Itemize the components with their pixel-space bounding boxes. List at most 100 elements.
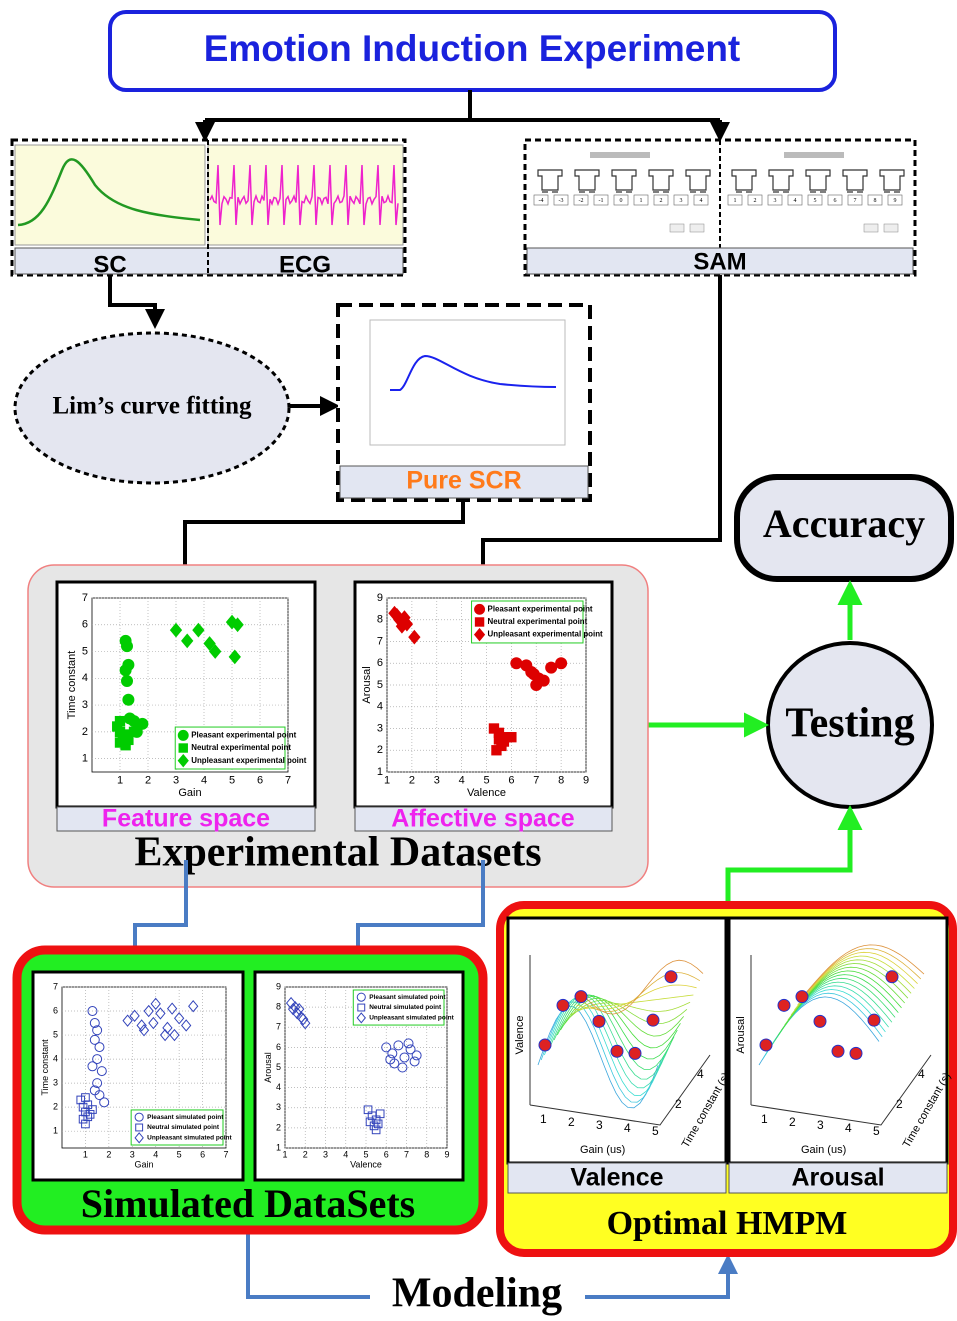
sam-label: SAM	[693, 248, 746, 275]
x-tick-label: 4	[459, 775, 465, 787]
point	[556, 658, 567, 669]
y-axis-label: Time constant	[40, 1039, 50, 1096]
marker-3d	[760, 1039, 772, 1051]
x-tick-label: 1	[282, 1150, 287, 1160]
marker-3d	[539, 1039, 551, 1051]
sam-button	[670, 224, 684, 232]
y-tick-label: 4	[697, 1067, 704, 1081]
y-tick-label: 3	[276, 1102, 281, 1112]
x-tick-label: 6	[508, 775, 514, 787]
legend-label: Unpleasant experimental point	[191, 756, 306, 765]
marker-3d	[557, 999, 569, 1011]
y-tick-label: 4	[276, 1082, 281, 1092]
sam-button	[690, 224, 704, 232]
legend-label: Unpleasant simulated point	[147, 1135, 232, 1142]
x-tick-label: 8	[424, 1150, 429, 1160]
x-tick-label: 2	[409, 775, 415, 787]
x-tick-label: 1	[384, 775, 390, 787]
point	[178, 730, 188, 740]
y-tick-label: 5	[53, 1029, 58, 1039]
y-tick-label: 7	[53, 981, 58, 991]
title: Emotion Induction Experiment	[204, 28, 741, 69]
x-tick-label: 5	[229, 775, 235, 787]
x-axis-label: Gain (us)	[580, 1144, 625, 1156]
x-tick-label: 1	[540, 1112, 547, 1126]
y-axis-label: Arousal	[263, 1052, 273, 1083]
y-tick-label: 6	[377, 657, 383, 669]
sam-scale-label: 1	[640, 198, 643, 204]
point	[121, 730, 130, 739]
y-tick-label: 6	[82, 619, 88, 631]
y-tick-label: 4	[918, 1067, 925, 1081]
legend-label: Neutral experimental point	[488, 617, 588, 626]
x-axis-label: Gain	[178, 787, 201, 799]
sam-scale-label: 8	[874, 198, 877, 204]
y-axis-label: Time constant	[66, 651, 78, 720]
legend-label: Unpleasant experimental point	[488, 630, 603, 639]
x-tick-label: 9	[583, 775, 589, 787]
y-tick-label: 6	[53, 1005, 58, 1015]
y-tick-label: 7	[82, 592, 88, 604]
sam-scale-label: 0	[620, 198, 623, 204]
x-tick-label: 4	[153, 1150, 158, 1160]
x-tick-label: 2	[145, 775, 151, 787]
point	[499, 737, 508, 746]
y-tick-label: 9	[276, 981, 281, 991]
point	[494, 728, 503, 737]
ecg-label: ECG	[279, 251, 331, 278]
x-tick-label: 5	[873, 1124, 880, 1138]
point	[475, 604, 485, 614]
x-tick-label: 4	[343, 1150, 348, 1160]
marker-3d	[832, 1045, 844, 1057]
sam-scale-label: -3	[559, 198, 564, 204]
ecg-plot	[208, 145, 403, 245]
valence-label: Valence	[570, 1164, 663, 1192]
y-tick-label: 7	[377, 635, 383, 647]
hmpm-title: Optimal HMPM	[607, 1205, 848, 1242]
y-axis-label: Arousal	[361, 666, 373, 703]
y-tick-label: 2	[82, 726, 88, 738]
marker-3d	[868, 1014, 880, 1026]
x-tick-label: 5	[363, 1150, 368, 1160]
marker-3d	[778, 999, 790, 1011]
sam-scale-label: 4	[700, 198, 703, 204]
sam-scale-label: -1	[599, 198, 604, 204]
y-tick-label: 8	[276, 1002, 281, 1012]
y-tick-label: 6	[276, 1042, 281, 1052]
x-tick-label: 9	[444, 1150, 449, 1160]
y-tick-label: 7	[276, 1022, 281, 1032]
marker-3d	[593, 1015, 605, 1027]
x-tick-label: 3	[817, 1118, 824, 1132]
y-tick-label: 3	[377, 722, 383, 734]
x-tick-label: 6	[384, 1150, 389, 1160]
x-tick-label: 1	[117, 775, 123, 787]
marker-3d	[850, 1047, 862, 1059]
pure-scr-plot	[370, 320, 565, 445]
x-tick-label: 6	[200, 1150, 205, 1160]
point	[526, 666, 537, 677]
sam-header	[784, 152, 844, 158]
pure-scr-label: Pure SCR	[406, 467, 521, 495]
sam-scale-label: 3	[680, 198, 683, 204]
x-tick-label: 2	[568, 1115, 575, 1129]
legend-label: Pleasant experimental point	[191, 730, 296, 739]
marker-3d	[814, 1015, 826, 1027]
y-tick-label: 4	[53, 1053, 58, 1063]
marker-3d	[647, 1014, 659, 1026]
point	[115, 716, 124, 725]
y-tick-label: 5	[276, 1062, 281, 1072]
x-tick-label: 4	[201, 775, 207, 787]
y-tick-label: 4	[82, 672, 88, 684]
x-axis-label: Valence	[350, 1159, 382, 1169]
point	[123, 694, 134, 705]
x-tick-label: 7	[404, 1150, 409, 1160]
x-tick-label: 2	[303, 1150, 308, 1160]
x-tick-label: 7	[533, 775, 539, 787]
point	[120, 665, 131, 676]
legend-label: Neutral simulated point	[369, 1004, 442, 1011]
y-tick-label: 1	[82, 753, 88, 765]
testing-label: Testing	[785, 701, 914, 747]
sam-scale-label: 6	[834, 198, 837, 204]
y-tick-label: 5	[377, 679, 383, 691]
point	[122, 675, 133, 686]
